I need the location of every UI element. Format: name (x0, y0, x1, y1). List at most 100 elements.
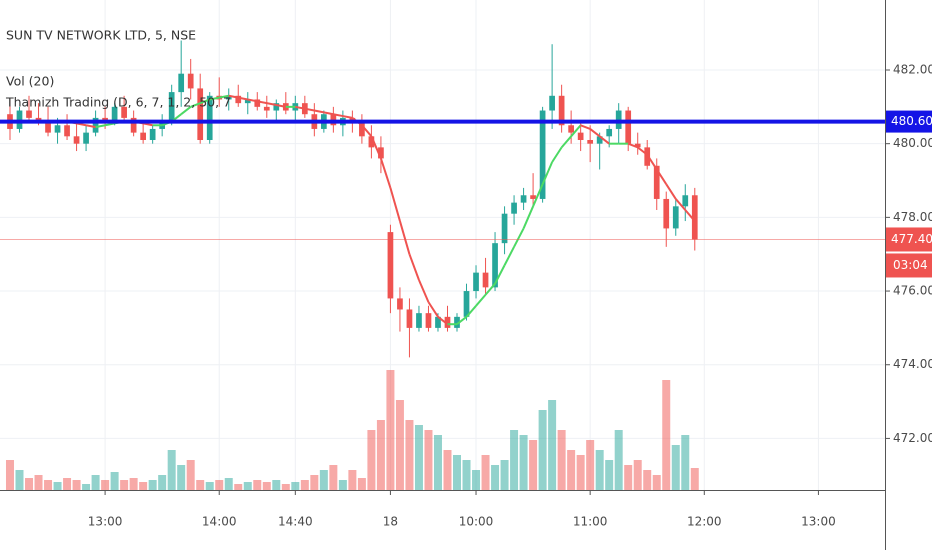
volume-bar (472, 470, 481, 490)
ma-segment (333, 113, 344, 118)
countdown-box (886, 253, 932, 278)
volume-bar (177, 465, 186, 490)
volume-bar (272, 480, 281, 490)
x-tick-label: 14:00 (202, 515, 237, 529)
ma-segment (580, 124, 591, 130)
candle-body (682, 195, 689, 207)
candle-body (406, 309, 413, 328)
volume-bar (662, 380, 671, 490)
x-tick-label: 11:00 (573, 515, 608, 529)
candle-body (64, 125, 70, 137)
candle-body (225, 95, 232, 100)
ma-segment (266, 102, 277, 106)
volume-bar (243, 482, 252, 490)
ma-segment (228, 94, 239, 99)
candle-body (187, 73, 194, 89)
volume-bar (319, 470, 328, 490)
y-tick-label: 478.00 (893, 210, 932, 224)
ma-segment (541, 161, 554, 185)
candle-body (482, 272, 489, 288)
candle-body (425, 313, 432, 328)
ma-segment (142, 122, 153, 127)
volume-bar (110, 472, 119, 490)
candle-body (587, 140, 594, 144)
volume-bar (53, 482, 62, 490)
ma-segment (437, 316, 449, 326)
ma-segment (276, 104, 286, 108)
volume-bar (548, 400, 557, 490)
candle-body (634, 143, 641, 148)
candle-body (444, 316, 451, 328)
candle-body (473, 272, 479, 292)
last-price-label: 477.40 (891, 232, 932, 246)
candle-body (83, 132, 89, 144)
candle-body (244, 99, 251, 104)
candle-body (73, 136, 80, 144)
ma-segment (104, 122, 115, 127)
volume-bar (681, 435, 690, 490)
candle-body (149, 128, 156, 140)
volume-bar (348, 470, 357, 490)
candle-body (273, 103, 280, 111)
volume-bar (462, 460, 471, 490)
ma-segment (637, 146, 648, 156)
candle-body (530, 195, 536, 199)
volume-bar (91, 475, 100, 490)
ma-segment (484, 283, 496, 296)
candle-body (254, 99, 261, 107)
volume-bar (262, 482, 271, 490)
ma-segment (342, 115, 353, 119)
candle-body (359, 121, 365, 137)
candle-body (197, 88, 204, 140)
volume-bar (443, 450, 452, 490)
volume-bar (5, 460, 14, 490)
volume-bar (101, 480, 110, 490)
ma-segment (219, 94, 229, 99)
ma-segment (398, 220, 411, 255)
axis-labels: 472.00 474.00 476.00 478.00 480.00 482.00 13:0… (88, 63, 932, 529)
volume-bar (291, 482, 300, 490)
candle-body (168, 92, 175, 122)
ma-segment (295, 105, 306, 110)
volume-bar (376, 420, 385, 490)
volume-bar (395, 400, 404, 490)
volume-bar (139, 482, 148, 490)
volume-bar (614, 430, 623, 490)
candle-body (463, 291, 470, 317)
ma-segment (304, 107, 315, 112)
y-tick-label: 482.00 (893, 63, 932, 77)
candle-body (558, 95, 565, 126)
indicator-legend: Thamizh Trading (D, 6, 7, 1, 2, 50, 7 (5, 95, 231, 110)
ma-segment (247, 98, 258, 103)
volume-bar (300, 480, 309, 490)
ma-segment (503, 246, 515, 266)
candle-body (263, 106, 270, 111)
volume-bar (491, 465, 500, 490)
candle-body (663, 198, 670, 229)
volume-pane (5, 370, 699, 490)
volume-bar (453, 455, 461, 490)
volume-bar (224, 478, 233, 490)
volume-bar (576, 455, 585, 490)
volume-bar (510, 430, 519, 490)
ma-segment (674, 198, 687, 211)
ma-segment (361, 124, 373, 137)
candle-body (492, 243, 498, 288)
volume-bar (671, 445, 680, 490)
volume-bar (281, 484, 290, 490)
price-pane (0, 40, 885, 358)
candle-body (387, 232, 394, 299)
ma-segment (532, 183, 544, 207)
candle-body (511, 202, 517, 214)
candle-body (653, 165, 660, 199)
ma-segment (314, 109, 325, 114)
volume-bar (205, 482, 214, 490)
ma-segment (427, 301, 439, 318)
volume-bar (253, 480, 262, 490)
volume-bar (44, 480, 53, 490)
candle-body (235, 95, 242, 104)
last-price-box (886, 227, 932, 252)
hline-label: 480.60 (891, 114, 932, 128)
volume-bar (605, 460, 614, 490)
hline-label-box (886, 110, 932, 133)
